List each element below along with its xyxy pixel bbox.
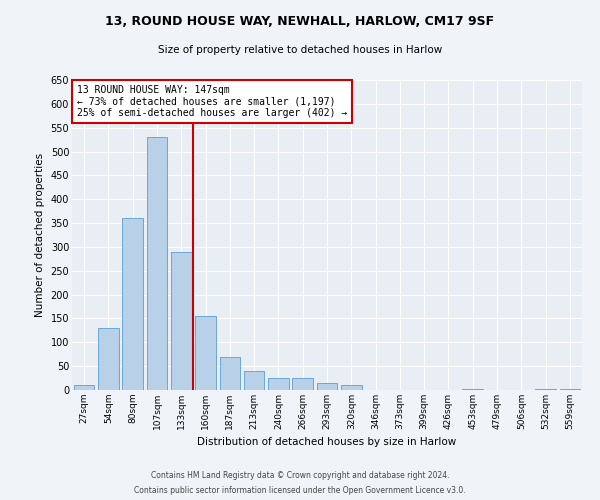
Y-axis label: Number of detached properties: Number of detached properties [35, 153, 45, 317]
Bar [341, 385, 362, 390]
Bar [292, 378, 313, 390]
Bar [220, 356, 240, 390]
Bar [146, 137, 167, 390]
X-axis label: Distribution of detached houses by size in Harlow: Distribution of detached houses by size … [197, 438, 457, 448]
Text: Contains HM Land Registry data © Crown copyright and database right 2024.: Contains HM Land Registry data © Crown c… [151, 471, 449, 480]
Bar [535, 389, 556, 390]
Bar [317, 383, 337, 390]
Bar [74, 385, 94, 390]
Text: Contains public sector information licensed under the Open Government Licence v3: Contains public sector information licen… [134, 486, 466, 495]
Bar [560, 389, 580, 390]
Bar [463, 389, 483, 390]
Bar [244, 371, 265, 390]
Bar [268, 378, 289, 390]
Bar [171, 252, 191, 390]
Bar [98, 328, 119, 390]
Bar [122, 218, 143, 390]
Bar [195, 316, 216, 390]
Text: 13, ROUND HOUSE WAY, NEWHALL, HARLOW, CM17 9SF: 13, ROUND HOUSE WAY, NEWHALL, HARLOW, CM… [106, 15, 494, 28]
Text: 13 ROUND HOUSE WAY: 147sqm
← 73% of detached houses are smaller (1,197)
25% of s: 13 ROUND HOUSE WAY: 147sqm ← 73% of deta… [77, 84, 347, 118]
Text: Size of property relative to detached houses in Harlow: Size of property relative to detached ho… [158, 45, 442, 55]
